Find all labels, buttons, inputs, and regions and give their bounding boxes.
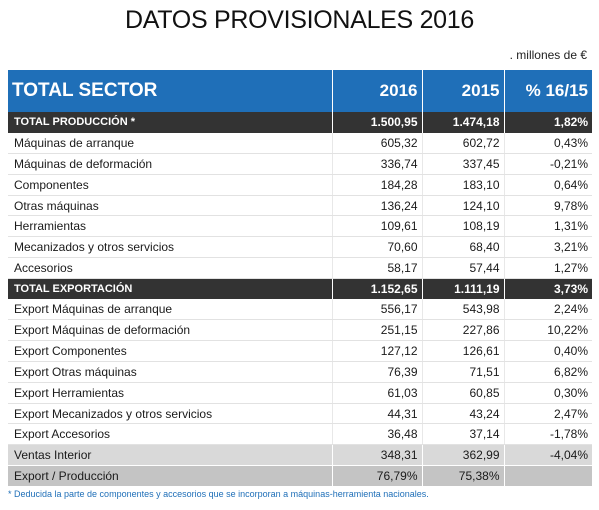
table-row: Export Componentes 127,12 126,61 0,40% — [8, 340, 592, 363]
table-row-total-produccion: TOTAL PRODUCCIÓN * 1.500,95 1.474,18 1,8… — [8, 112, 592, 133]
row-pct: 0,64% — [504, 174, 592, 196]
footnote: * Deducida la parte de componentes y acc… — [8, 489, 429, 499]
table-row: Export Máquinas de arranque 556,17 543,9… — [8, 299, 592, 321]
row-value-2016: 136,24 — [332, 195, 423, 217]
row-pct: -0,21% — [504, 153, 592, 175]
table-row: Máquinas de arranque 605,32 602,72 0,43% — [8, 132, 592, 155]
header-year-2016: 2016 — [332, 70, 423, 112]
row-value-2015: 362,99 — [422, 444, 505, 467]
row-value-2016: 58,17 — [332, 257, 423, 279]
row-label: TOTAL EXPORTACIÓN — [8, 278, 333, 300]
table-row: Otras máquinas 136,24 124,10 9,78% — [8, 195, 592, 217]
row-label: TOTAL PRODUCCIÓN * — [8, 112, 333, 133]
row-value-2015: 60,85 — [422, 382, 505, 404]
row-value-2015: 602,72 — [422, 132, 505, 155]
table-row: Accesorios 58,17 57,44 1,27% — [8, 257, 592, 279]
row-pct: 0,43% — [504, 132, 592, 155]
row-label: Export Herramientas — [8, 382, 333, 404]
row-value-2015: 543,98 — [422, 299, 505, 321]
row-value-2015: 337,45 — [422, 153, 505, 175]
row-value-2015: 57,44 — [422, 257, 505, 279]
row-value-2016: 1.500,95 — [332, 112, 423, 133]
row-label: Export Accesorios — [8, 423, 333, 446]
header-total-sector: TOTAL SECTOR — [8, 70, 333, 112]
row-value-2016: 76,79% — [332, 465, 423, 487]
table-row-ventas-interior: Ventas Interior 348,31 362,99 -4,04% — [8, 444, 592, 467]
row-value-2016: 127,12 — [332, 340, 423, 363]
row-value-2015: 37,14 — [422, 423, 505, 446]
table-row: Export Máquinas de deformación 251,15 22… — [8, 319, 592, 342]
row-value-2016: 109,61 — [332, 215, 423, 238]
row-pct: 0,40% — [504, 340, 592, 363]
row-value-2016: 348,31 — [332, 444, 423, 467]
row-pct: 1,31% — [504, 215, 592, 238]
row-value-2016: 336,74 — [332, 153, 423, 175]
row-value-2015: 1.474,18 — [422, 112, 505, 133]
table-row: Herramientas 109,61 108,19 1,31% — [8, 215, 592, 238]
row-pct: 2,47% — [504, 403, 592, 425]
row-pct — [504, 465, 592, 487]
row-pct: 6,82% — [504, 361, 592, 383]
row-value-2016: 61,03 — [332, 382, 423, 404]
row-value-2015: 71,51 — [422, 361, 505, 383]
table-row: Export Mecanizados y otros servicios 44,… — [8, 403, 592, 425]
row-value-2015: 68,40 — [422, 236, 505, 259]
page-title: DATOS PROVISIONALES 2016 — [125, 6, 474, 34]
row-label: Ventas Interior — [8, 444, 333, 467]
row-value-2015: 108,19 — [422, 215, 505, 238]
row-label: Export Máquinas de deformación — [8, 319, 333, 342]
row-pct: 1,27% — [504, 257, 592, 279]
row-label: Herramientas — [8, 215, 333, 238]
row-pct: -1,78% — [504, 423, 592, 446]
table-row: Mecanizados y otros servicios 70,60 68,4… — [8, 236, 592, 259]
row-pct: 3,73% — [504, 278, 592, 300]
row-value-2016: 556,17 — [332, 299, 423, 321]
row-pct: 10,22% — [504, 319, 592, 342]
units-note: . millones de € — [509, 48, 587, 62]
table-row: Máquinas de deformación 336,74 337,45 -0… — [8, 153, 592, 175]
row-label: Mecanizados y otros servicios — [8, 236, 333, 259]
row-pct: 2,24% — [504, 299, 592, 321]
row-value-2016: 1.152,65 — [332, 278, 423, 300]
row-value-2016: 251,15 — [332, 319, 423, 342]
row-value-2015: 75,38% — [422, 465, 505, 487]
row-value-2015: 124,10 — [422, 195, 505, 217]
table-row: Export Herramientas 61,03 60,85 0,30% — [8, 382, 592, 404]
row-value-2016: 76,39 — [332, 361, 423, 383]
row-label: Accesorios — [8, 257, 333, 279]
table-row: Componentes 184,28 183,10 0,64% — [8, 174, 592, 196]
row-label: Máquinas de deformación — [8, 153, 333, 175]
row-value-2016: 44,31 — [332, 403, 423, 425]
row-value-2016: 605,32 — [332, 132, 423, 155]
row-label: Export Máquinas de arranque — [8, 299, 333, 321]
row-value-2015: 183,10 — [422, 174, 505, 196]
row-pct: -4,04% — [504, 444, 592, 467]
table-row-total-exportacion: TOTAL EXPORTACIÓN 1.152,65 1.111,19 3,73… — [8, 278, 592, 300]
row-value-2016: 70,60 — [332, 236, 423, 259]
row-pct: 0,30% — [504, 382, 592, 404]
row-value-2015: 1.111,19 — [422, 278, 505, 300]
row-value-2016: 36,48 — [332, 423, 423, 446]
table-row-export-produccion: Export / Producción 76,79% 75,38% — [8, 465, 592, 487]
row-value-2015: 227,86 — [422, 319, 505, 342]
row-pct: 3,21% — [504, 236, 592, 259]
table-row: Export Otras máquinas 76,39 71,51 6,82% — [8, 361, 592, 383]
header-year-2015: 2015 — [422, 70, 505, 112]
row-value-2016: 184,28 — [332, 174, 423, 196]
row-pct: 1,82% — [504, 112, 592, 133]
row-label: Export Componentes — [8, 340, 333, 363]
sector-data-table: TOTAL SECTOR 2016 2015 % 16/15 TOTAL PRO… — [8, 70, 592, 487]
row-label: Máquinas de arranque — [8, 132, 333, 155]
row-label: Export Mecanizados y otros servicios — [8, 403, 333, 425]
row-label: Export Otras máquinas — [8, 361, 333, 383]
row-value-2015: 43,24 — [422, 403, 505, 425]
row-label: Otras máquinas — [8, 195, 333, 217]
row-pct: 9,78% — [504, 195, 592, 217]
header-pct-change: % 16/15 — [504, 70, 592, 112]
table-row: Export Accesorios 36,48 37,14 -1,78% — [8, 423, 592, 446]
row-label: Export / Producción — [8, 465, 333, 487]
table-header-row: TOTAL SECTOR 2016 2015 % 16/15 — [8, 70, 592, 112]
row-value-2015: 126,61 — [422, 340, 505, 363]
row-label: Componentes — [8, 174, 333, 196]
